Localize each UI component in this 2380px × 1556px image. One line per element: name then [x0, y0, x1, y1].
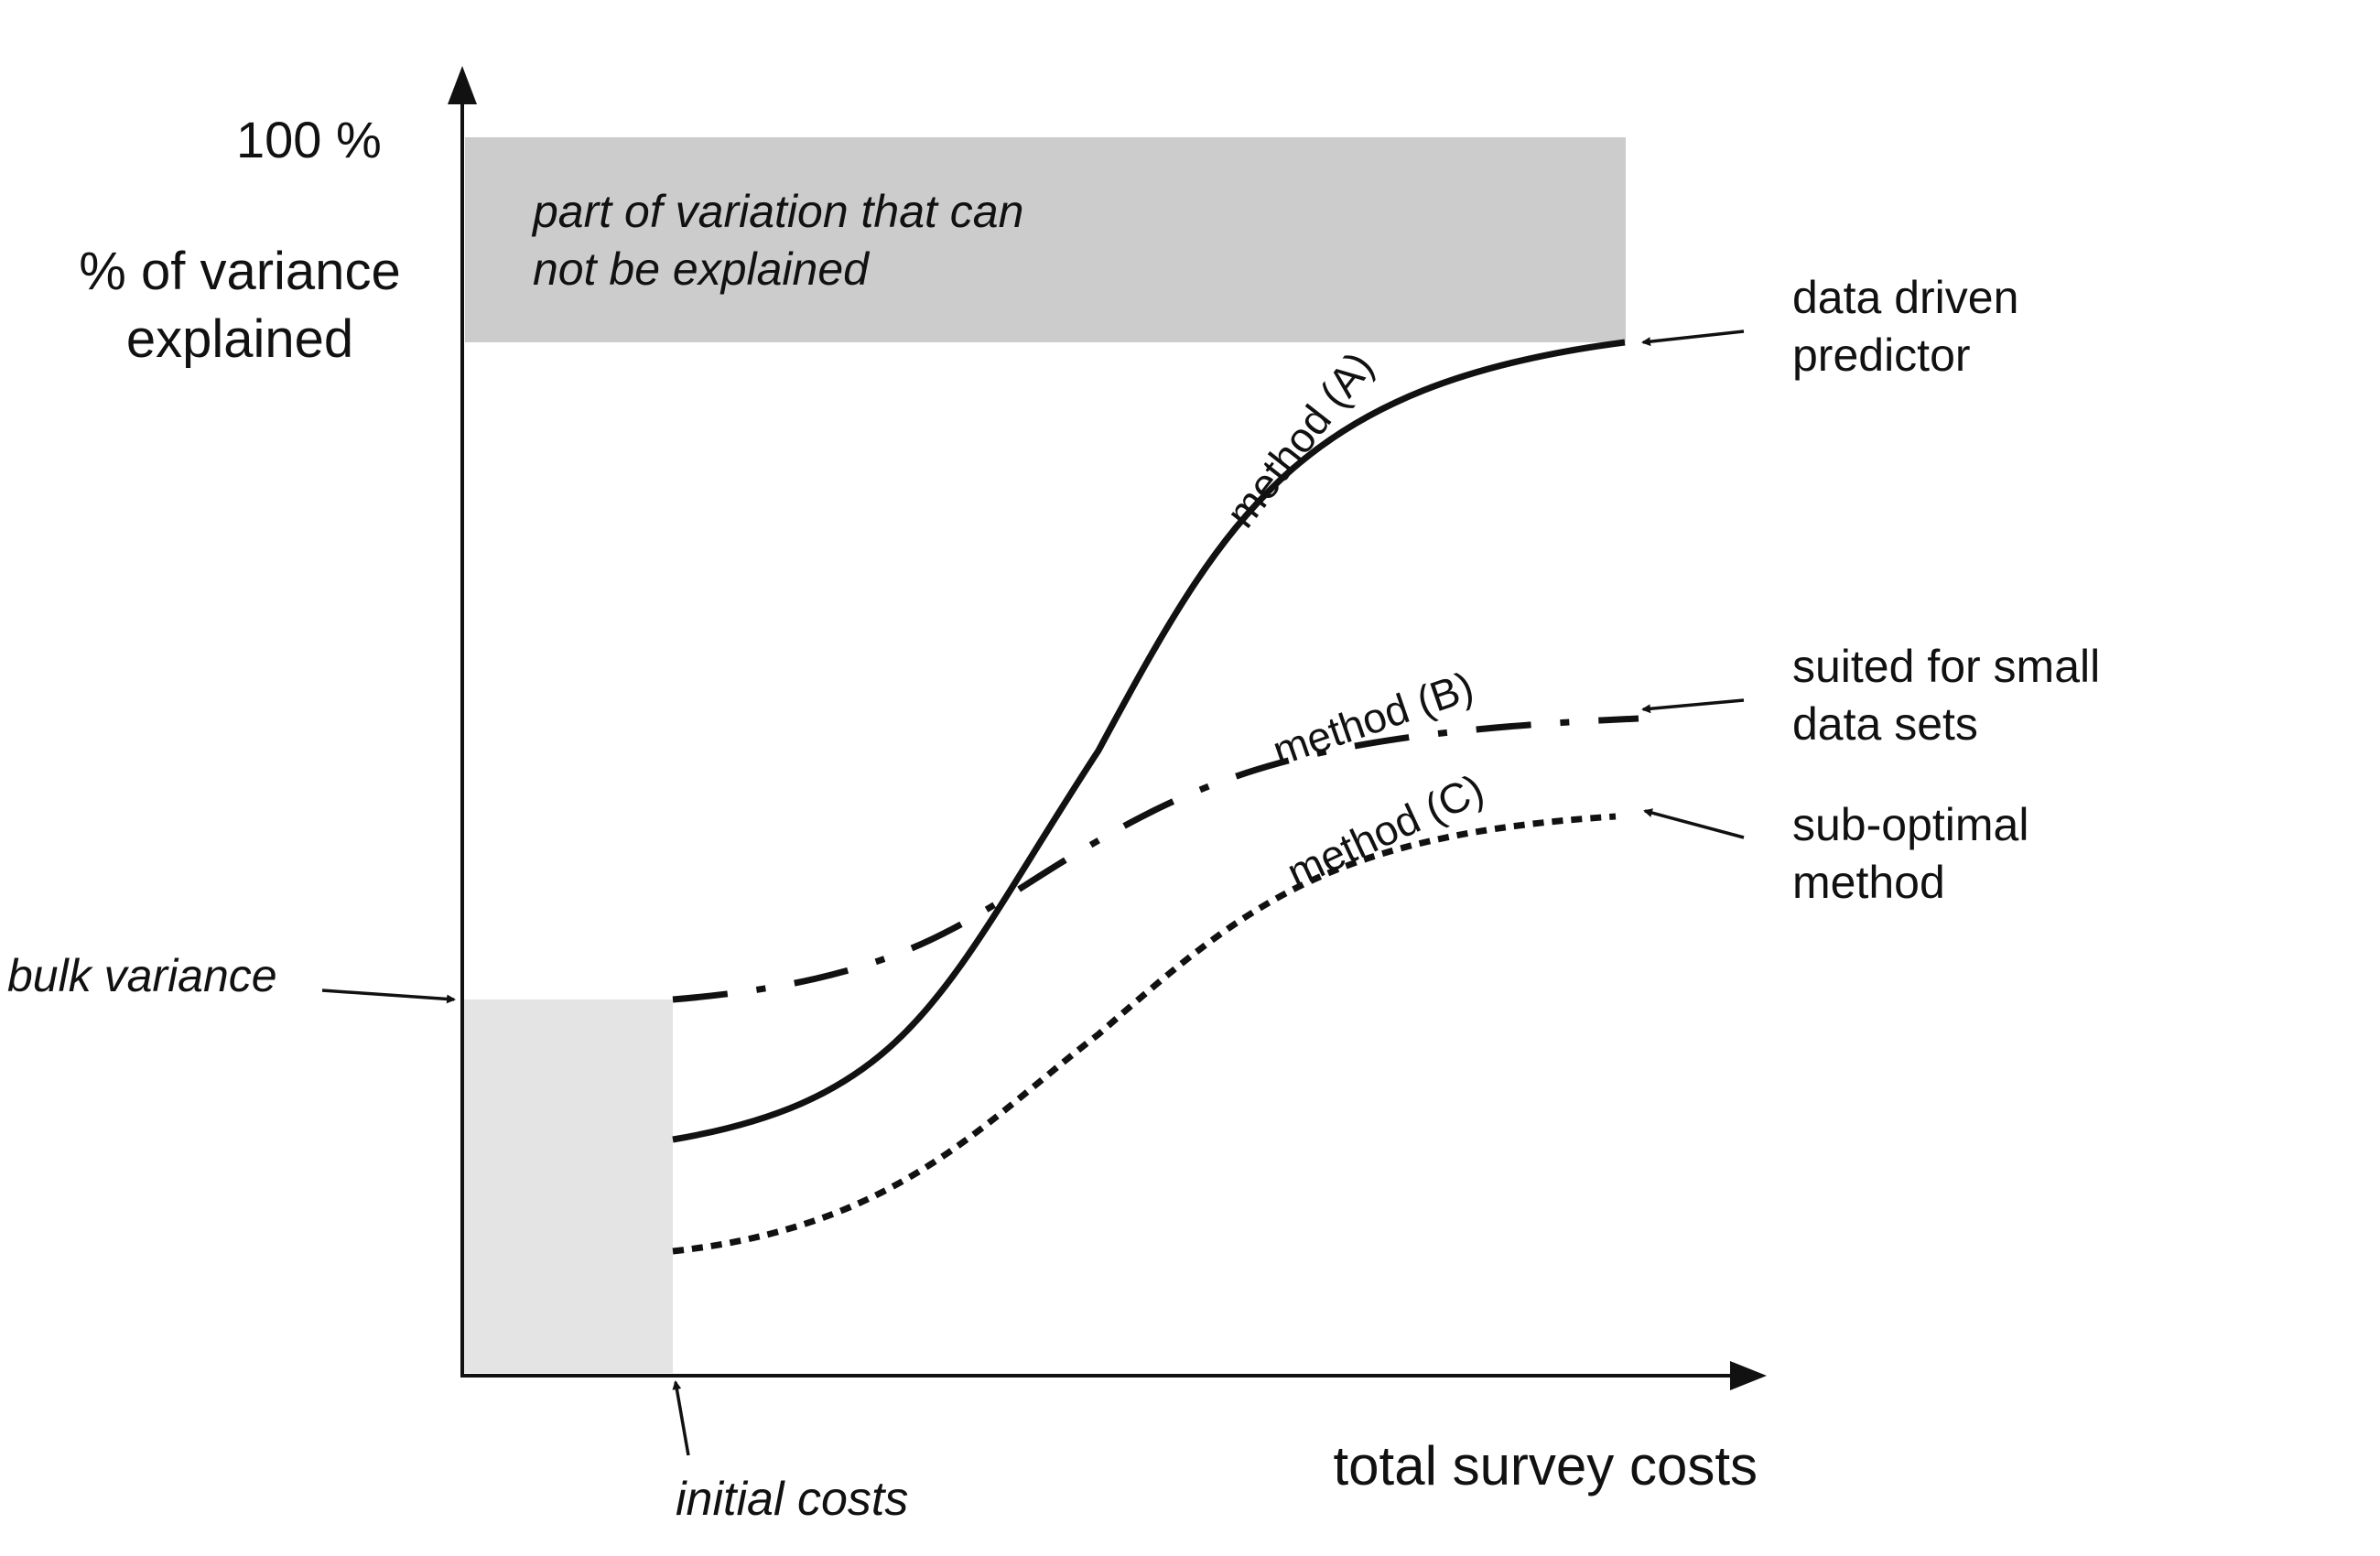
band-text-line-2: not be explained	[533, 243, 871, 295]
annotation-method-a-line-1: data driven	[1792, 272, 2018, 323]
label-method-a: method (A)	[1217, 342, 1382, 535]
curve-method-a	[672, 339, 1626, 1143]
unexplained-variation-band	[465, 137, 1626, 342]
label-method-b: method (B)	[1267, 662, 1479, 774]
arrow-sub-optimal	[1643, 808, 1745, 839]
curve-method-b	[672, 715, 1639, 1003]
annotation-bulk-variance: bulk variance	[7, 950, 277, 1001]
bulk-variance-box	[462, 1000, 673, 1373]
y-axis-title-line-2: explained	[126, 309, 353, 369]
arrow-initial-costs	[672, 1380, 690, 1456]
annotation-method-b-line-1: suited for small	[1792, 641, 2100, 692]
label-method-c: method (C)	[1280, 764, 1490, 896]
y-axis-title-line-1: % of variance	[79, 242, 400, 301]
curve-method-c	[672, 813, 1617, 1255]
arrow-bulk-variance	[321, 989, 456, 1004]
annotation-method-b-line-2: data sets	[1792, 698, 1978, 750]
annotation-initial-costs: initial costs	[676, 1473, 908, 1526]
annotation-method-c-line-2: method	[1792, 857, 1945, 908]
arrow-data-driven	[1641, 330, 1745, 347]
annotation-method-c-line-1: sub-optimal	[1792, 799, 2028, 850]
y-axis-arrowhead	[448, 66, 477, 104]
arrow-small-data-sets	[1641, 698, 1745, 714]
band-text-line-1: part of variation that can	[531, 186, 1023, 237]
y-axis-top-label: 100 %	[236, 111, 382, 168]
x-axis-arrowhead	[1730, 1361, 1767, 1390]
annotation-method-a-line-2: predictor	[1792, 330, 1971, 381]
x-axis-title: total survey costs	[1333, 1435, 1758, 1497]
